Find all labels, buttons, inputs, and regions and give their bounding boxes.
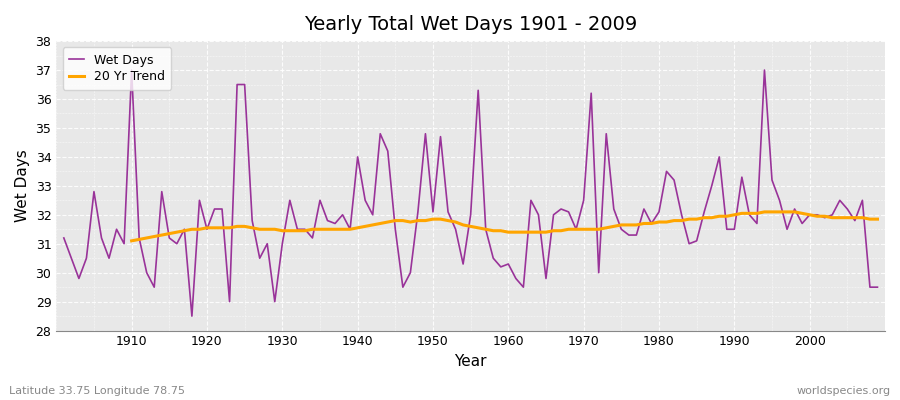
20 Yr Trend <box>126 238 137 243</box>
Wet Days <box>518 285 529 290</box>
Text: Latitude 33.75 Longitude 78.75: Latitude 33.75 Longitude 78.75 <box>9 386 185 396</box>
Line: Wet Days: Wet Days <box>64 70 878 316</box>
20 Yr Trend <box>510 230 521 234</box>
Wet Days <box>186 314 197 318</box>
Wet Days <box>126 68 137 72</box>
20 Yr Trend <box>872 217 883 222</box>
Wet Days <box>608 207 619 212</box>
Wet Days <box>872 285 883 290</box>
Wet Days <box>345 227 356 232</box>
20 Yr Trend <box>759 210 769 214</box>
Y-axis label: Wet Days: Wet Days <box>15 150 30 222</box>
X-axis label: Year: Year <box>454 354 487 369</box>
Wet Days <box>58 236 69 240</box>
20 Yr Trend <box>842 215 852 220</box>
20 Yr Trend <box>300 228 310 233</box>
20 Yr Trend <box>819 214 830 219</box>
Legend: Wet Days, 20 Yr Trend: Wet Days, 20 Yr Trend <box>62 47 171 90</box>
Line: 20 Yr Trend: 20 Yr Trend <box>131 212 877 241</box>
Title: Yearly Total Wet Days 1901 - 2009: Yearly Total Wet Days 1901 - 2009 <box>304 15 637 34</box>
Wet Days <box>119 241 130 246</box>
Wet Days <box>510 276 521 281</box>
20 Yr Trend <box>269 227 280 232</box>
Text: worldspecies.org: worldspecies.org <box>796 386 891 396</box>
Wet Days <box>300 227 310 232</box>
20 Yr Trend <box>571 227 581 232</box>
